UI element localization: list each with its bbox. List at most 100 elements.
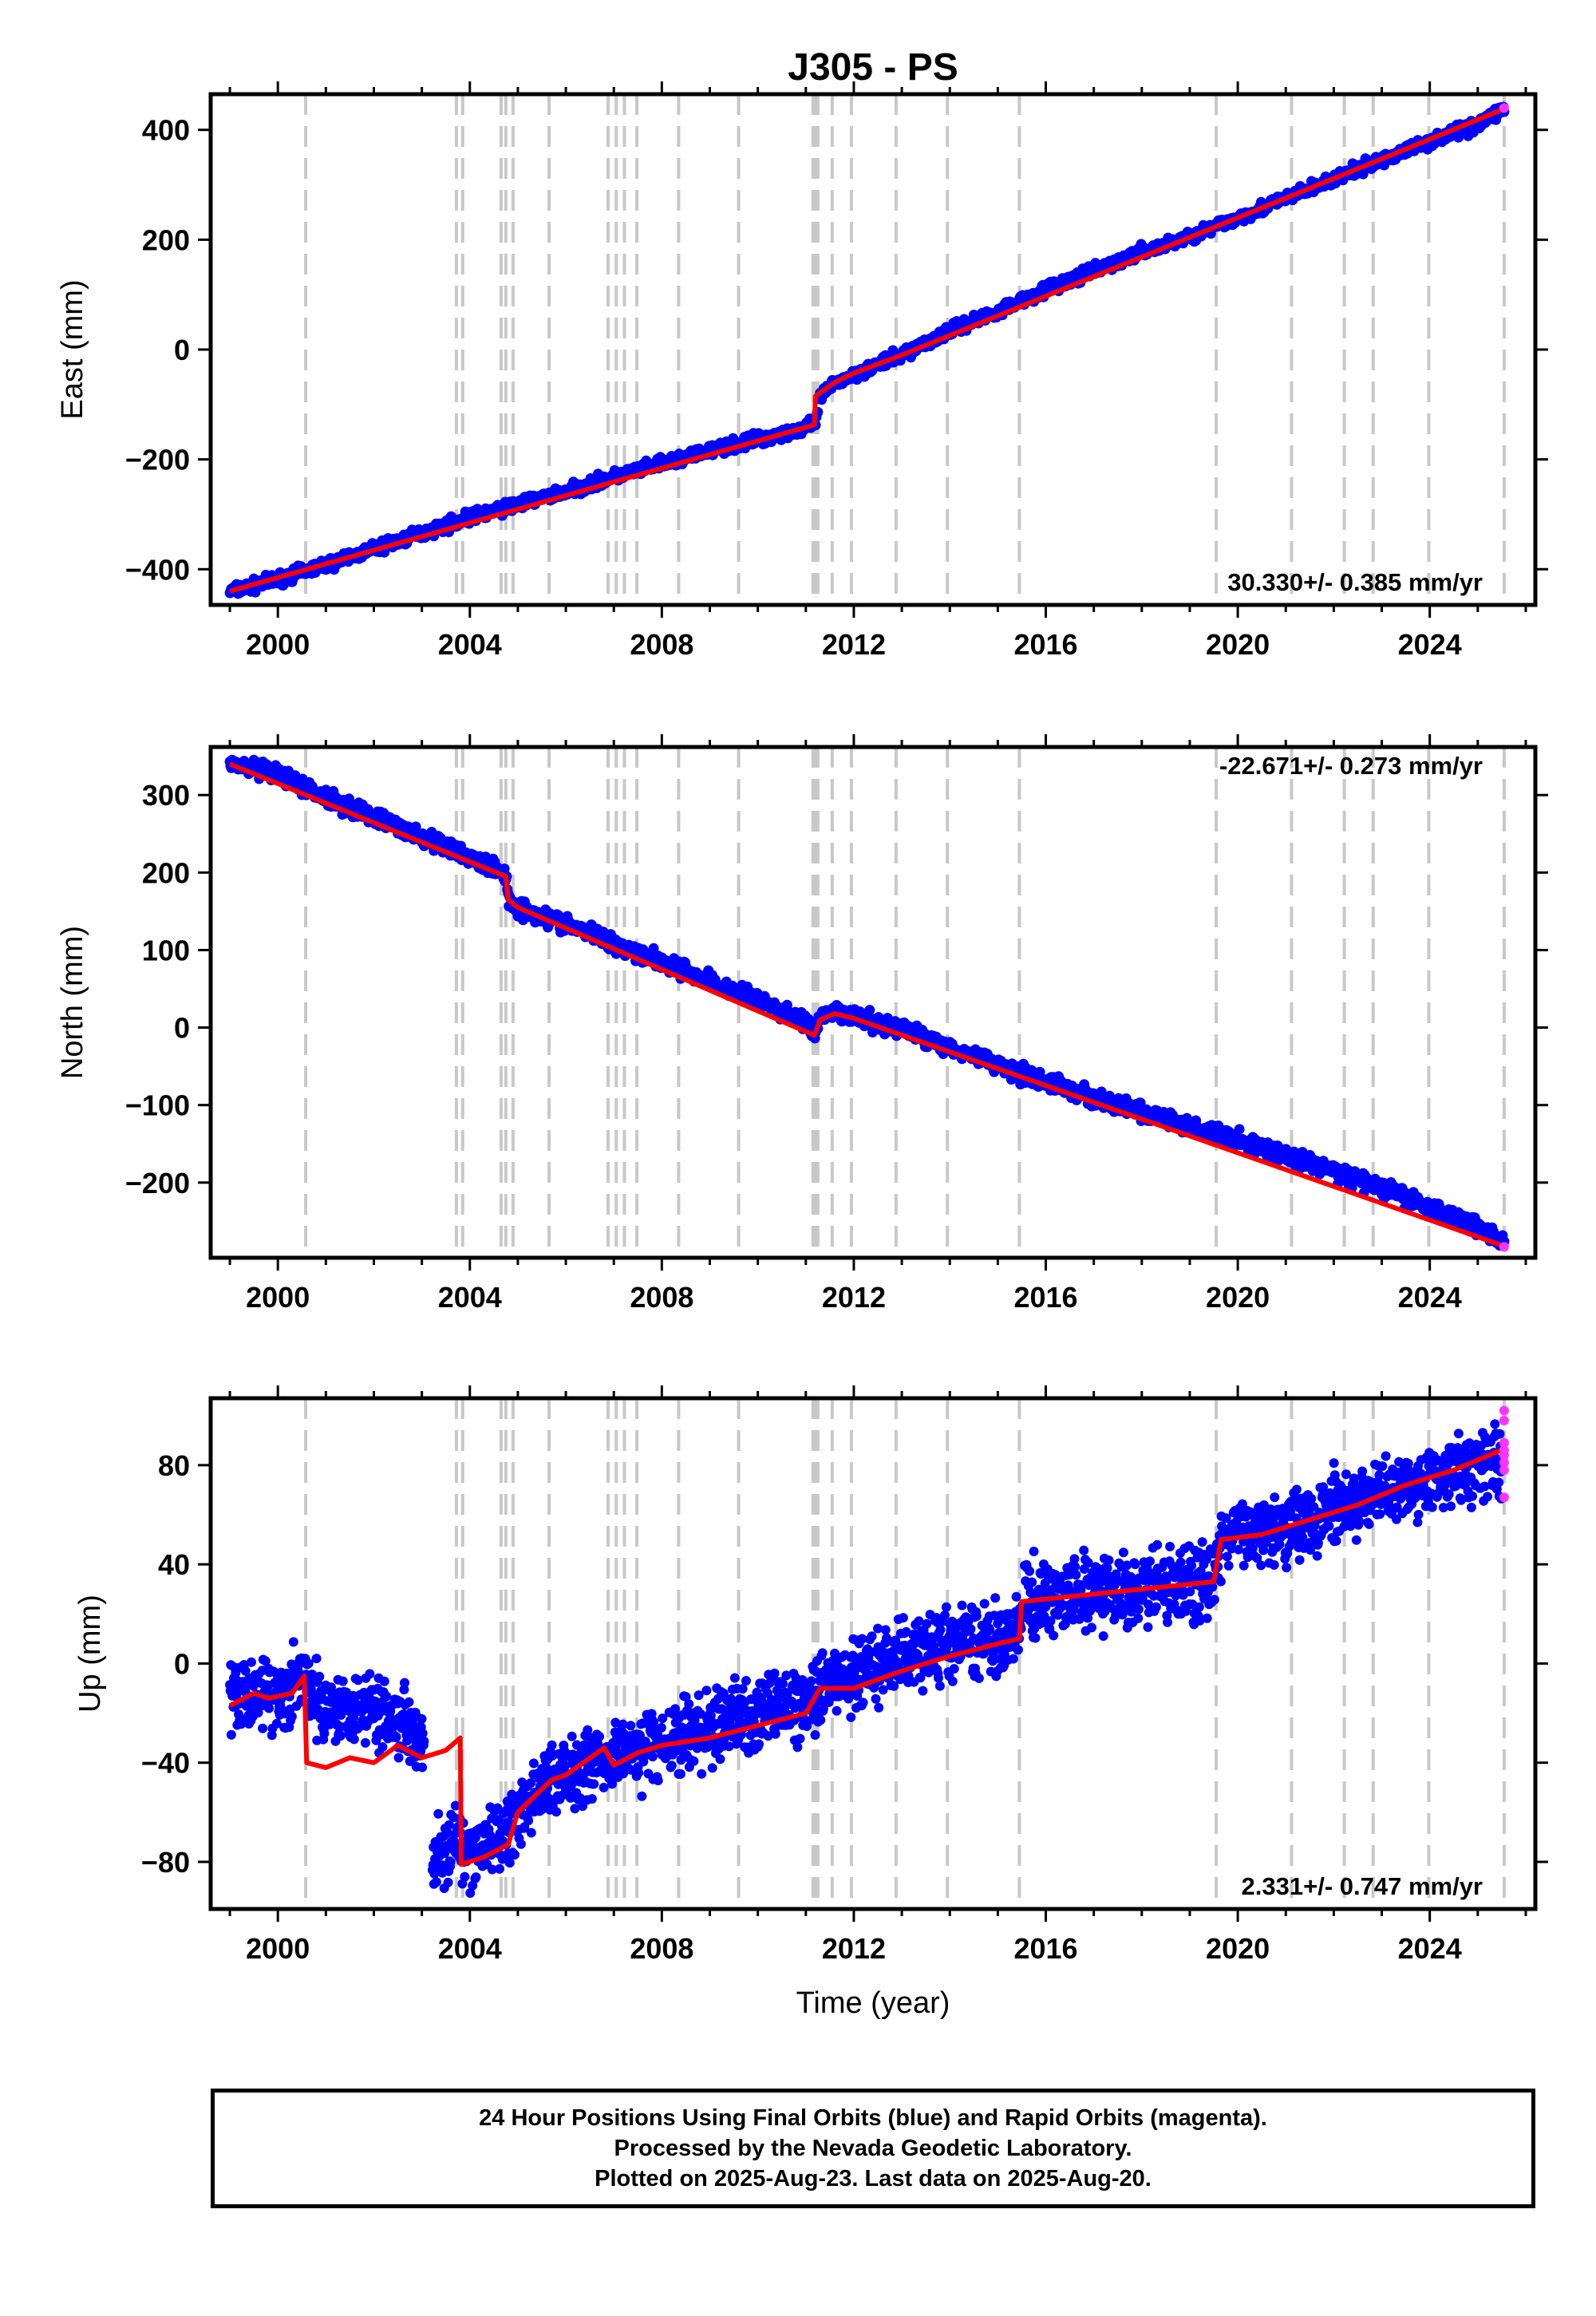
data-point [637,1791,647,1801]
data-point [528,1758,539,1769]
north-plot-frame [208,745,1538,1260]
data-point [634,1768,644,1778]
data-point [806,1676,816,1686]
data-point [792,1742,803,1753]
x-tick-label: 2020 [1206,628,1270,661]
data-point [448,1836,459,1846]
data-point [286,1711,297,1721]
y-tick-label: 300 [142,779,190,812]
data-point [226,1729,236,1740]
data-point [626,1721,636,1731]
data-point [267,1730,277,1741]
data-point [460,1871,470,1882]
north-final-orbit-points [224,754,1510,1251]
data-point [526,1778,536,1788]
east-rate-label: 30.330+/- 0.385 mm/yr [1227,568,1483,596]
y-tick-label: 0 [174,334,190,366]
data-point [802,1721,812,1731]
data-point [595,1732,605,1741]
data-point [471,1872,481,1883]
y-tick-label: 400 [142,114,190,147]
data-point [377,1742,388,1752]
data-point [684,1699,694,1709]
data-point [335,1731,346,1741]
x-tick-label: 2020 [1206,1281,1270,1314]
data-point [260,1656,271,1666]
north-y-axis-label: North (mm) [56,926,89,1079]
data-point [816,1715,826,1725]
data-point [846,1712,856,1722]
x-tick-label: 2008 [630,628,693,661]
rapid-orbit-point [1499,1242,1509,1252]
data-point [349,1713,359,1723]
data-point [431,1877,441,1887]
data-point [1234,1124,1245,1135]
data-point [526,1828,536,1838]
data-point [769,1668,780,1678]
data-point [470,1832,480,1843]
data-point [450,1800,460,1811]
data-point [656,1722,666,1733]
y-tick-label: −100 [125,1089,190,1122]
up-panel: 2000 2004 2008 2012 2016 2020 2024−80−4004080U… [73,1385,1548,2020]
x-tick-label: 2012 [822,628,886,661]
y-tick-label: −200 [125,1167,190,1199]
data-point [770,1729,780,1739]
data-point [666,1761,677,1771]
data-point [417,1729,428,1738]
east-y-axis-label: East (mm) [56,279,89,419]
data-point [258,1723,268,1733]
north-rate-label: -22.671+/- 0.273 mm/yr [1219,752,1483,780]
data-point [781,1670,792,1681]
data-point [878,1685,888,1695]
rapid-orbit-point [1499,103,1509,113]
data-point [379,1676,389,1686]
data-point [417,1713,427,1724]
data-point [391,1732,401,1742]
data-point [433,1808,444,1819]
data-point [647,1752,658,1762]
data-point [874,1702,884,1713]
data-point [349,1734,359,1745]
data-point [607,1779,617,1789]
data-point [398,1709,409,1719]
data-point [570,1804,580,1814]
data-point [429,1868,440,1879]
data-point [417,1762,428,1773]
data-point [763,1731,773,1741]
y-tick-label: −400 [125,553,190,586]
data-point [587,1794,597,1804]
data-point [335,1721,345,1732]
y-tick-label: −200 [125,444,190,476]
y-tick-label: 200 [142,856,190,889]
data-point [689,1756,699,1766]
x-tick-label: 2004 [438,1281,502,1314]
east-model-line [229,105,1508,594]
data-point [303,1658,314,1669]
data-point [754,1739,764,1749]
data-point [707,1763,717,1773]
x-tick-label: 2004 [438,628,502,661]
data-point [675,1769,685,1779]
x-tick-label: 2000 [246,628,310,661]
chart-title: J305 - PS [788,46,958,89]
north-panel: 2000 2004 2008 2012 2016 2020 2024−200−1000100… [56,734,1548,1314]
data-point [567,1731,577,1741]
x-tick-label: 2008 [630,1281,693,1314]
data-point [443,1877,453,1887]
data-point [871,1694,881,1704]
data-point [264,1703,275,1713]
data-point [247,1657,256,1667]
data-point [442,1828,452,1838]
data-point [832,1705,842,1716]
x-tick-label: 2024 [1398,628,1462,661]
east-final-orbit-points [224,101,1510,599]
data-point [845,1690,855,1700]
data-point [360,1737,370,1748]
data-point [319,1729,330,1739]
data-point [487,1864,497,1875]
data-point [670,1704,681,1714]
y-tick-label: 200 [142,223,190,256]
data-point [314,1671,325,1682]
